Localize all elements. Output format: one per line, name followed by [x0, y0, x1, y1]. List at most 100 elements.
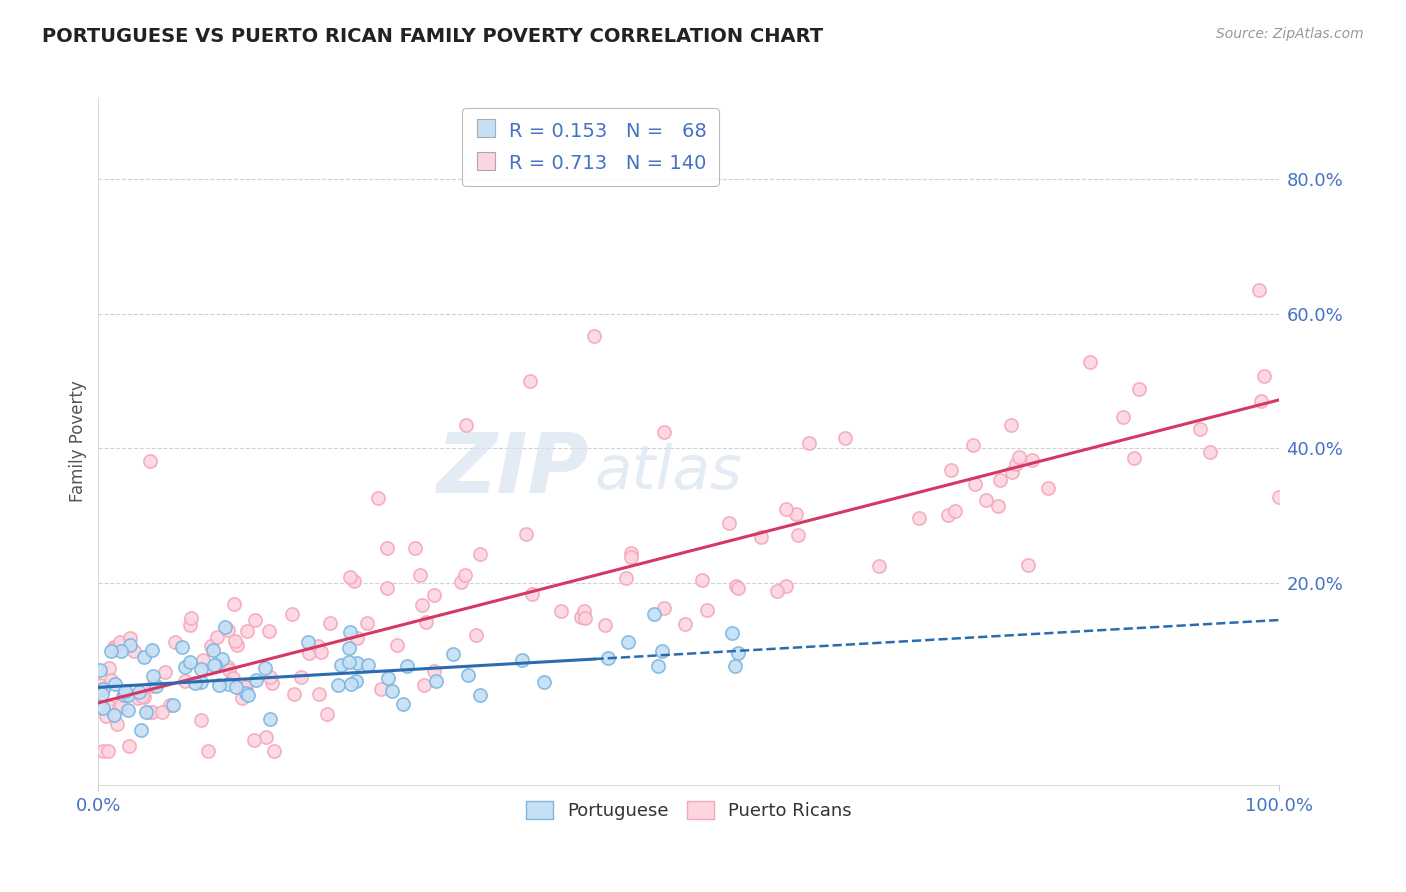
Point [110, 698, 132, 713]
Point [163, 635, 186, 649]
Point [134, 649, 156, 664]
Point [616, 635, 638, 649]
Point [620, 546, 643, 560]
Point [225, 639, 247, 653]
Point [110, 644, 132, 658]
Point [183, 676, 205, 690]
Point [225, 680, 247, 694]
Point [595, 618, 617, 632]
Point [724, 659, 747, 673]
Point [224, 634, 246, 648]
Point [132, 690, 155, 704]
Point [510, 653, 533, 667]
Point [963, 476, 986, 491]
Point [375, 581, 398, 595]
Point [259, 713, 281, 727]
Point [749, 530, 772, 544]
Point [94, 709, 117, 723]
Point [128, 685, 150, 699]
Point [205, 630, 228, 644]
Point [159, 698, 181, 712]
Point [652, 601, 675, 615]
Point [1017, 558, 1039, 572]
Point [651, 644, 673, 658]
Point [217, 677, 239, 691]
Point [974, 492, 997, 507]
Point [217, 660, 239, 674]
Point [98, 700, 121, 714]
Point [596, 650, 619, 665]
Point [409, 568, 432, 582]
Point [675, 617, 697, 632]
Point [1036, 481, 1059, 495]
Point [235, 681, 257, 695]
Point [337, 641, 360, 656]
Point [89, 682, 111, 697]
Point [91, 744, 114, 758]
Point [162, 698, 184, 712]
Point [173, 660, 195, 674]
Point [1000, 465, 1022, 479]
Point [91, 701, 114, 715]
Point [457, 668, 479, 682]
Point [200, 640, 222, 654]
Point [766, 583, 789, 598]
Point [142, 679, 165, 693]
Point [254, 730, 277, 744]
Point [1198, 445, 1220, 459]
Point [834, 432, 856, 446]
Point [1128, 382, 1150, 396]
Point [308, 687, 330, 701]
Point [375, 541, 398, 556]
Point [263, 743, 285, 757]
Point [170, 640, 193, 654]
Point [441, 647, 464, 661]
Point [211, 652, 233, 666]
Text: ZIP: ZIP [436, 428, 589, 509]
Point [727, 646, 749, 660]
Point [174, 674, 197, 689]
Point [231, 690, 253, 705]
Point [103, 640, 125, 655]
Point [775, 502, 797, 516]
Point [725, 579, 748, 593]
Point [204, 657, 226, 672]
Point [259, 670, 281, 684]
Legend: Portuguese, Puerto Ricans: Portuguese, Puerto Ricans [519, 794, 859, 828]
Point [118, 632, 141, 646]
Point [298, 646, 321, 660]
Point [907, 511, 929, 525]
Point [191, 652, 214, 666]
Point [550, 604, 572, 618]
Point [1249, 283, 1271, 297]
Point [652, 425, 675, 440]
Point [962, 438, 984, 452]
Point [696, 603, 718, 617]
Point [208, 678, 231, 692]
Point [787, 527, 810, 541]
Point [190, 713, 212, 727]
Point [221, 671, 243, 685]
Point [104, 677, 127, 691]
Point [454, 567, 477, 582]
Point [98, 661, 121, 675]
Point [717, 516, 740, 530]
Point [412, 678, 434, 692]
Point [690, 574, 713, 588]
Point [346, 631, 368, 645]
Point [515, 527, 537, 541]
Point [97, 744, 120, 758]
Point [450, 574, 472, 589]
Point [117, 703, 139, 717]
Point [1021, 453, 1043, 467]
Point [775, 578, 797, 592]
Point [346, 657, 368, 671]
Point [936, 508, 959, 522]
Point [727, 581, 749, 595]
Point [356, 615, 378, 630]
Text: atlas: atlas [595, 443, 742, 502]
Point [720, 625, 742, 640]
Point [243, 733, 266, 747]
Point [245, 613, 267, 627]
Point [100, 644, 122, 658]
